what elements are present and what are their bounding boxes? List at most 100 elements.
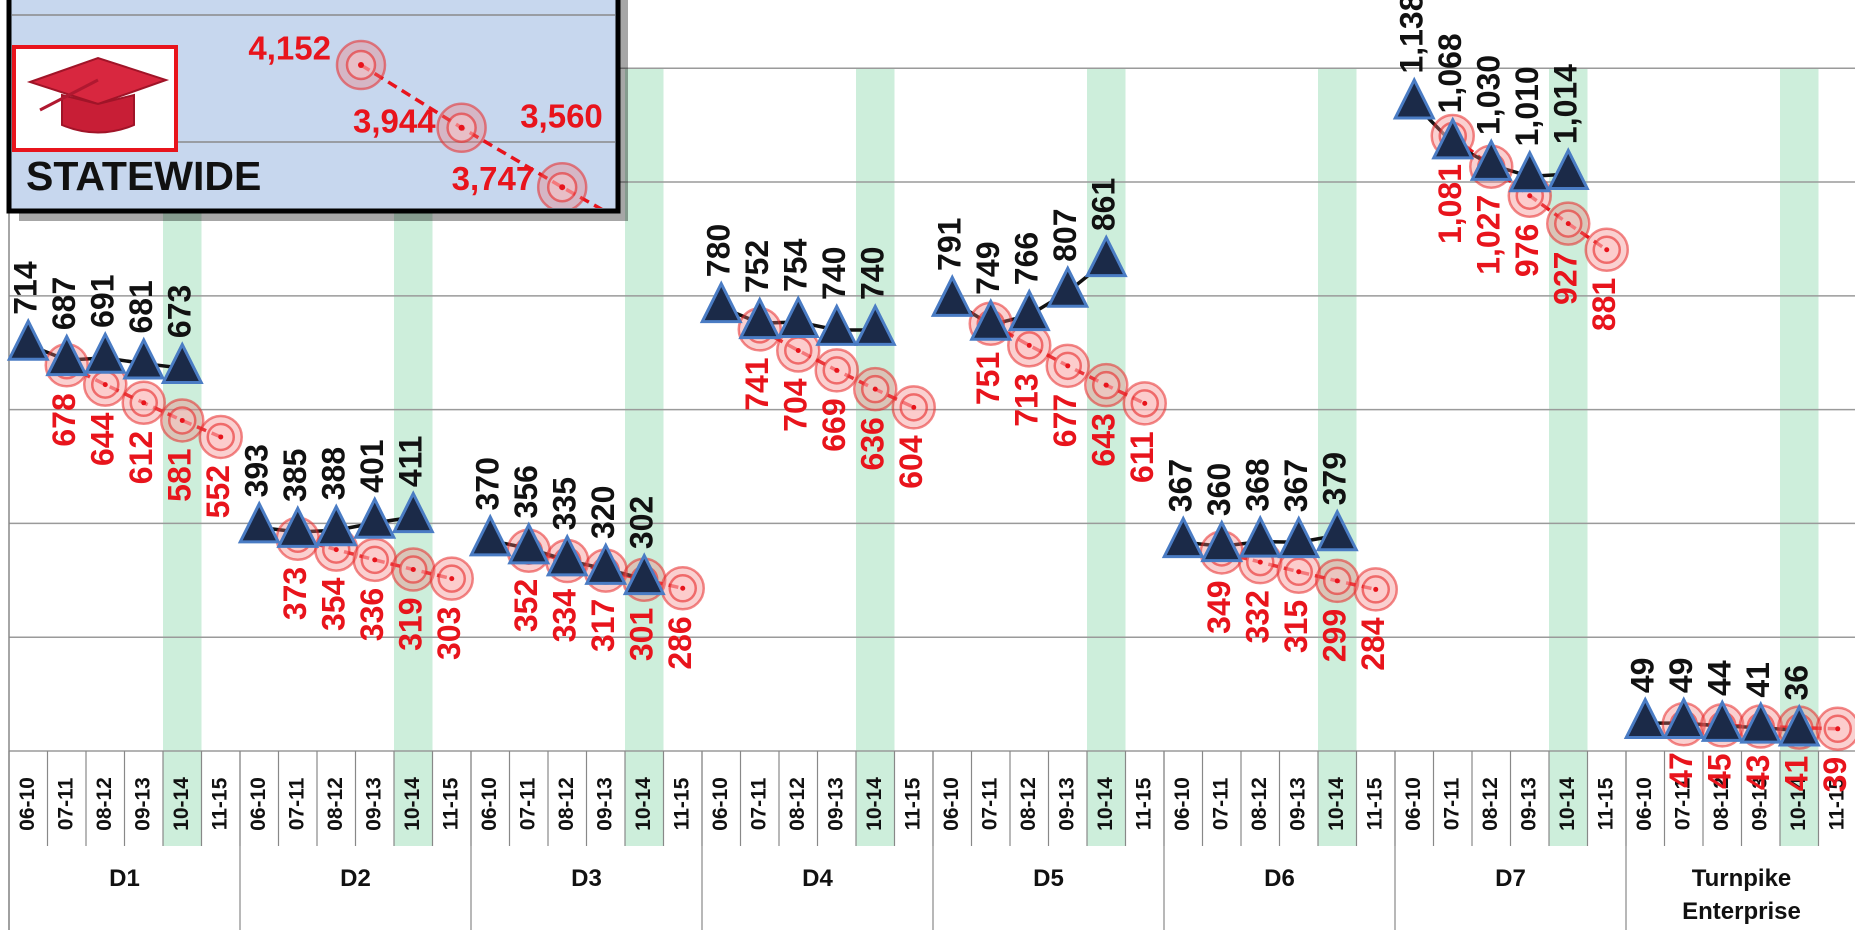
actual-label: 49 [1625, 658, 1661, 694]
cap-tassel [39, 78, 99, 112]
highlight-column [625, 68, 664, 847]
projected-label: 927 [1548, 252, 1584, 305]
actual-marker [776, 295, 820, 338]
projected-marker-dot [1065, 363, 1071, 369]
x-tick-label: 07-11 [54, 777, 77, 830]
highlight-column [1087, 68, 1126, 847]
highlight-column [1549, 68, 1588, 847]
highlight-column [856, 68, 895, 847]
x-tick-label: 06-10 [1402, 777, 1425, 831]
projected-label: 704 [778, 378, 814, 432]
actual-label: 1,068 [1432, 33, 1468, 113]
projected-marker-dot [1296, 569, 1302, 575]
x-tick-label: 06-10 [709, 777, 732, 831]
actual-label: 44 [1702, 660, 1738, 696]
actual-marker [1623, 696, 1667, 740]
actual-marker [1508, 149, 1552, 193]
projected-marker-dot [218, 434, 224, 440]
actual-label: 335 [547, 477, 583, 530]
statewide-value-label: 3,560 [520, 97, 603, 134]
x-tick-label: 07-11 [1209, 777, 1232, 830]
statewide-value-label: 3,944 [353, 102, 436, 139]
group-label: Turnpike Enterprise [1682, 865, 1801, 925]
highlight-column [1318, 68, 1357, 847]
actual-marker [276, 505, 320, 548]
projected-label: 354 [316, 577, 352, 631]
statewide-value-label: 4,152 [248, 30, 331, 67]
projected-marker-dot [179, 417, 185, 423]
x-tick-label: 10-14 [863, 777, 886, 831]
x-tick-label: 06-10 [1171, 777, 1194, 831]
projected-marker-dot [410, 567, 416, 573]
actual-marker [160, 341, 204, 385]
projected-marker-dot [872, 386, 878, 392]
actual-marker [1469, 138, 1513, 181]
x-tick-label: 09-13 [1517, 777, 1540, 831]
x-tick-label: 11-15 [1825, 777, 1848, 830]
statewide-marker-dot [358, 62, 364, 68]
projected-label: 284 [1355, 617, 1391, 671]
projected-label: 47 [1663, 752, 1699, 788]
x-tick-label: 10-14 [1556, 777, 1579, 831]
x-tick-label: 07-11 [747, 777, 770, 830]
projected-label: 373 [277, 567, 313, 620]
actual-marker [122, 336, 166, 380]
actual-label: 861 [1086, 178, 1122, 231]
x-tick-label: 10-14 [1094, 777, 1117, 831]
x-tick-label: 06-10 [940, 777, 963, 831]
actual-marker [1739, 700, 1783, 744]
x-tick-label: 09-13 [593, 777, 616, 831]
actual-marker [1546, 147, 1590, 191]
statewide-marker-dot [458, 124, 465, 131]
projected-marker-dot [834, 367, 840, 373]
projected-label: 581 [162, 448, 198, 501]
actual-label: 49 [1663, 658, 1699, 694]
projected-marker-dot [141, 400, 147, 406]
actual-marker [237, 500, 281, 544]
actual-marker [1662, 696, 1706, 740]
actual-label: 36 [1779, 665, 1815, 701]
actual-marker [1084, 234, 1128, 278]
actual-label: 401 [354, 439, 390, 492]
x-tick-label: 09-13 [362, 777, 385, 831]
projected-marker-dot [1604, 247, 1610, 253]
projected-label: 45 [1702, 753, 1738, 789]
actual-label: 754 [778, 238, 814, 292]
projected-label: 636 [855, 417, 891, 470]
projected-marker-dot [911, 404, 917, 410]
group-label: D2 [340, 865, 371, 892]
actual-label: 370 [470, 457, 506, 510]
actual-label: 673 [162, 285, 198, 338]
projected-marker-dot [680, 585, 686, 591]
group-label: D1 [109, 865, 140, 892]
actual-label: 791 [932, 218, 968, 271]
x-tick-label: 11-15 [1594, 777, 1617, 830]
actual-label: 1,030 [1471, 55, 1507, 135]
projected-label: 644 [85, 412, 121, 466]
projected-marker-dot [795, 347, 801, 353]
x-tick-label: 10-14 [1787, 777, 1810, 831]
x-tick-label: 06-10 [16, 777, 39, 831]
actual-marker [545, 533, 589, 577]
actual-marker [1392, 76, 1436, 120]
actual-marker [314, 503, 358, 547]
actual-label: 367 [1163, 459, 1199, 512]
actual-marker [930, 274, 974, 317]
actual-label: 367 [1278, 459, 1314, 512]
projected-label: 301 [624, 608, 660, 661]
statewide-inset: 4,152 3,944 3,747 3,560 STATEWIDE [6, 0, 628, 221]
actual-marker [353, 495, 397, 539]
actual-marker [699, 280, 743, 324]
actual-label: 1,014 [1548, 64, 1584, 144]
projected-label: 334 [547, 589, 583, 643]
projected-label: 43 [1740, 755, 1776, 791]
actual-label: 393 [239, 444, 275, 497]
actual-marker [1277, 515, 1321, 559]
projected-label: 881 [1586, 278, 1622, 331]
projected-label: 643 [1086, 413, 1122, 466]
actual-marker [1777, 703, 1821, 747]
x-tick-label: 08-12 [93, 777, 116, 831]
x-tick-label: 09-13 [824, 777, 847, 831]
projected-label: 41 [1779, 756, 1815, 792]
